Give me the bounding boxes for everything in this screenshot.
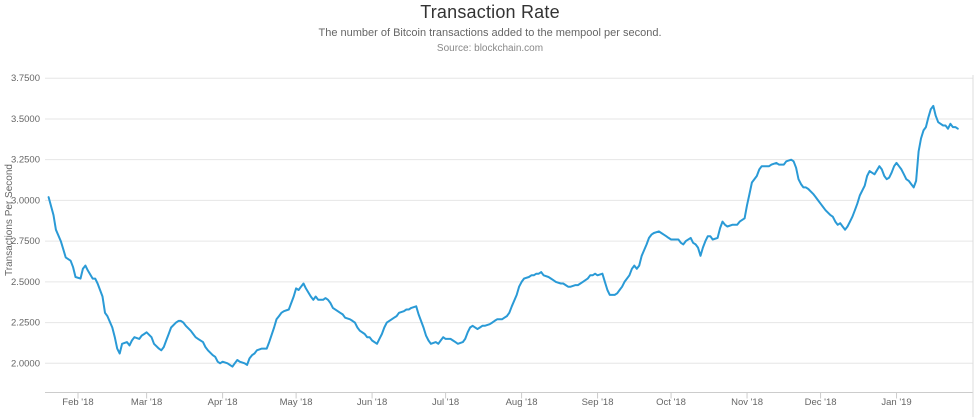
chart-subtitle: The number of Bitcoin transactions added… [318,27,662,39]
x-tick-label: May '18 [280,397,313,408]
x-axis-ticks [77,392,898,399]
y-tick-label: 2.2500 [11,318,40,329]
x-tick-label: Mar '18 [131,397,162,408]
transaction-rate-series[interactable] [47,104,959,368]
y-tick-label: 3.5000 [11,114,40,125]
chart-source: Source: blockchain.com [436,43,544,54]
x-tick-label: Feb '18 [62,397,93,408]
x-tick-label: Jul '18 [432,397,459,408]
chart-title: Transaction Rate [420,2,560,22]
y-tick-label: 3.2500 [11,155,40,166]
x-tick-label: Oct '18 [656,397,686,408]
y-axis-labels: 2.0000 2.2500 2.5000 2.7500 3.0000 3.2500 3.50… [11,73,40,369]
y-axis-title: Transactions Per Second [4,164,15,276]
y-tick-label: 2.5000 [11,277,40,288]
gridlines [45,77,973,364]
x-tick-label: Dec '18 [805,397,837,408]
y-tick-label: 3.7500 [11,73,40,84]
x-tick-label: Nov '18 [731,397,763,408]
y-tick-label: 3.0000 [11,195,40,206]
x-axis-labels: Feb '18 Mar '18 Apr '18 May '18 Jun '18 Jul '… [62,397,911,408]
x-tick-label: Apr '18 [208,397,238,408]
y-tick-label: 2.7500 [11,236,40,247]
x-tick-label: Sep '18 [582,397,614,408]
x-tick-label: Jan '19 [881,397,911,408]
x-tick-label: Aug '18 [506,397,538,408]
y-tick-label: 2.0000 [11,358,40,369]
x-tick-label: Jun '18 [357,397,387,408]
